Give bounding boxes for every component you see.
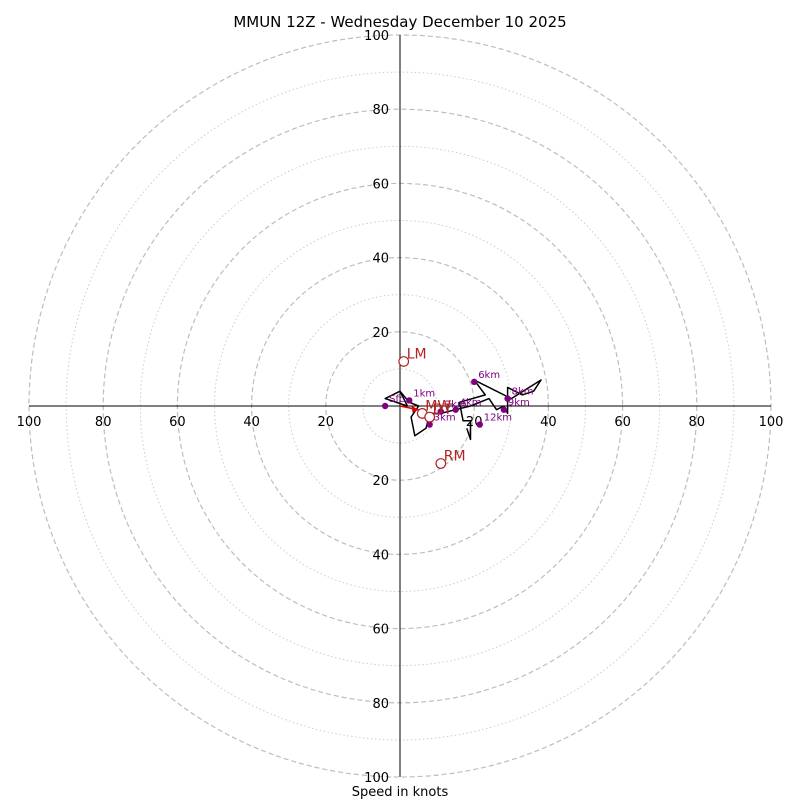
hodograph-trace [384,379,542,441]
y-tick-bottom-40: 40 [372,548,389,563]
storm-motion-label-lm: LM [407,346,427,362]
height-marker-4km [452,406,459,413]
chart-title: MMUN 12Z - Wednesday December 10 2025 [233,13,566,31]
height-label-6km: 6km [478,370,500,381]
y-tick-bottom-20: 20 [372,474,389,489]
height-label-9km: 9km [508,398,530,409]
height-marker-3km [426,421,433,428]
height-label-12km: 12km [484,413,512,424]
tick-labels: 100 100 100 100 80 80 80 80 60 60 60 60 40 40 40 40 20 20… [17,29,784,786]
height-marker-9km [500,406,508,413]
x-tick-left-80: 80 [95,415,112,430]
height-marker-12km [476,421,483,428]
height-label-8km: 8km [512,387,534,398]
height-label-4km: 4km [460,398,482,409]
height-label-2km: 2km [445,400,467,411]
storm-motion-label-dt: DT [433,402,453,418]
x-axis-label: Speed in knots [352,785,449,800]
y-tick-bottom-60: 60 [372,623,389,638]
y-tick-top-60: 60 [372,177,389,192]
storm-motion-label-rm: RM [444,449,466,465]
x-tick-right-80: 80 [689,415,706,430]
shear-arrow-head [411,405,419,413]
height-label-3km: 3km [434,413,456,424]
y-tick-top-40: 40 [372,252,389,267]
y-tick-top-100: 100 [364,29,389,44]
storm-motion-label-mw: MW [425,398,451,414]
y-tick-bottom-80: 80 [372,697,389,712]
x-tick-left-20: 20 [318,415,335,430]
height-marker-sfc [381,402,389,410]
y-tick-top-20: 20 [372,326,389,341]
hodograph-trace-group [384,379,542,441]
height-label-1km: 1km [413,388,435,399]
x-tick-right-40: 40 [540,415,557,430]
height-marker-1km [406,397,413,404]
height-label-sfc: Sfc [389,394,404,405]
x-tick-left-100: 100 [17,415,42,430]
x-tick-right-100: 100 [759,415,784,430]
storm-motion-marker-rm [435,458,447,469]
x-tick-left-40: 40 [243,415,260,430]
height-marker-6km [471,378,478,386]
height-marker-8km [504,395,511,402]
height-marker-2km [437,408,445,415]
y-tick-bottom-100: 100 [364,771,389,786]
storm-motion-marker-dt [424,411,436,423]
y-tick-top-80: 80 [372,103,389,118]
storm-motion-marker-lm [398,356,410,367]
x-tick-left-60: 60 [169,415,186,430]
x-tick-right-60: 60 [614,415,631,430]
